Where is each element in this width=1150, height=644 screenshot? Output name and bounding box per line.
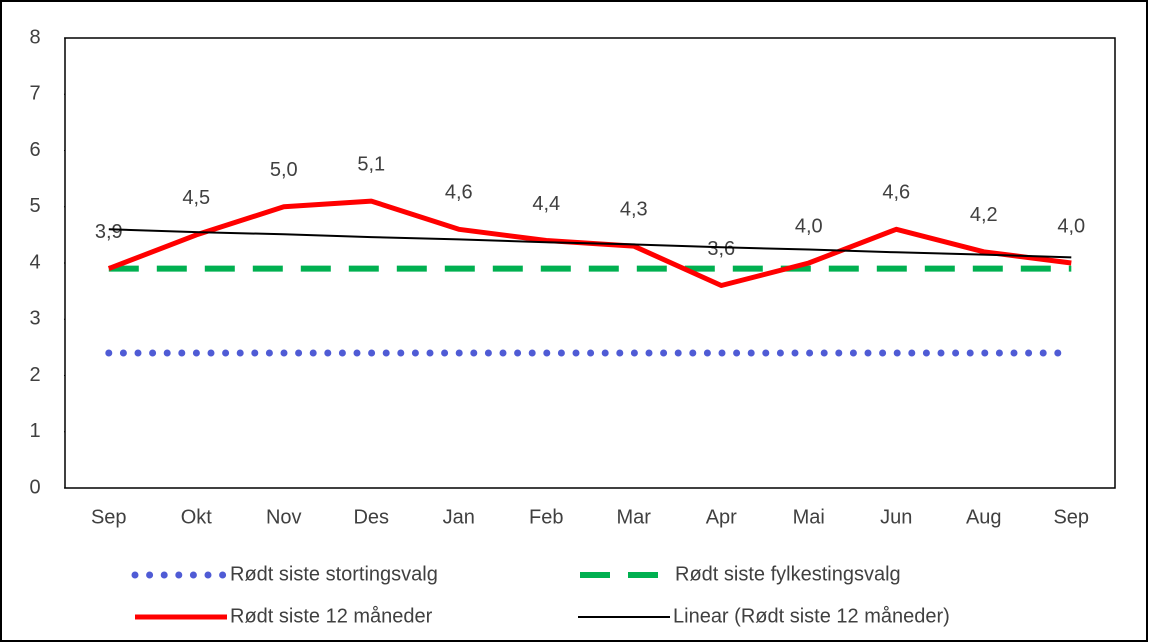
data-label: 4,2 (970, 204, 998, 226)
data-label: 5,0 (270, 159, 298, 181)
x-tick-label: Apr (706, 506, 737, 528)
x-tick-label: Jan (443, 506, 475, 528)
x-tick-label: Mai (793, 506, 825, 528)
x-tick-label: Jun (880, 506, 912, 528)
y-tick-label: 8 (29, 26, 40, 48)
legend-label: Linear (Rødt siste 12 måneder) (673, 605, 950, 627)
y-tick-label: 5 (29, 195, 40, 217)
data-label: 4,0 (795, 215, 823, 237)
x-tick-label: Mar (617, 506, 652, 528)
legend-label: Rødt siste 12 måneder (230, 605, 433, 627)
legend-label: Rødt siste fylkestingsvalg (675, 563, 901, 585)
y-tick-label: 7 (29, 83, 40, 105)
x-tick-label: Aug (966, 506, 1002, 528)
data-label: 3,9 (95, 221, 123, 243)
data-label: 3,6 (707, 238, 735, 260)
legend-label: Rødt siste stortingsvalg (230, 563, 438, 585)
x-tick-label: Feb (529, 506, 563, 528)
data-label: 4,3 (620, 198, 648, 220)
data-label: 4,5 (182, 187, 210, 209)
y-tick-label: 6 (29, 139, 40, 161)
data-label: 5,1 (357, 153, 385, 175)
y-tick-label: 1 (29, 420, 40, 442)
x-tick-label: Nov (266, 506, 302, 528)
y-tick-label: 2 (29, 364, 40, 386)
y-tick-label: 3 (29, 308, 40, 330)
y-tick-label: 4 (29, 251, 40, 273)
data-label: 4,6 (445, 182, 473, 204)
series-line (108, 228, 1072, 259)
data-label: 4,4 (532, 193, 560, 215)
y-tick-label: 0 (29, 476, 40, 498)
x-tick-label: Sep (1053, 506, 1089, 528)
x-tick-label: Okt (181, 506, 213, 528)
data-label: 4,0 (1057, 215, 1085, 237)
data-label: 4,6 (882, 182, 910, 204)
x-tick-label: Des (353, 506, 389, 528)
x-tick-label: Sep (91, 506, 127, 528)
